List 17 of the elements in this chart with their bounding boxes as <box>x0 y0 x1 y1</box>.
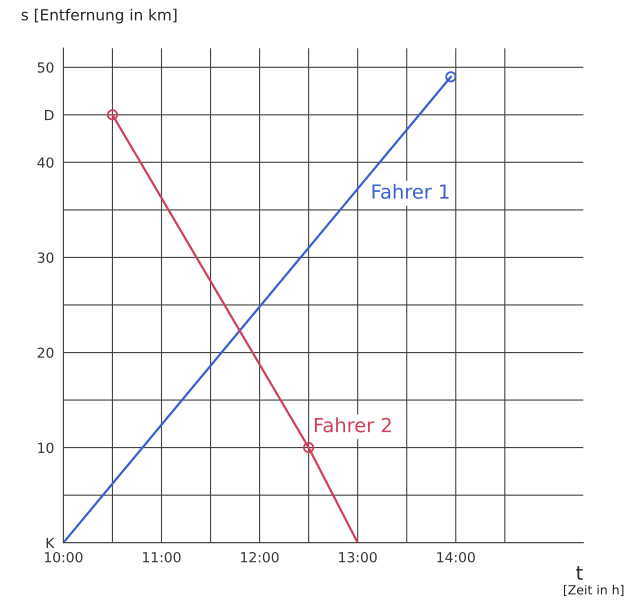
y-tick-label: 10 <box>38 442 54 454</box>
x-tick-label: 13:00 <box>339 552 377 562</box>
series-label: Fahrer 1 <box>372 184 449 199</box>
text: [Zeit in h] <box>564 584 624 596</box>
y-tick-label: 30 <box>38 252 54 263</box>
x-tick-label: 11:00 <box>143 552 181 562</box>
y-axis-title: s [Entfernung in km] <box>22 8 176 24</box>
x-tick-label: 14:00 <box>437 552 475 562</box>
y-tick-label: 20 <box>38 347 54 358</box>
x-tick-label: 10:00 <box>44 552 82 562</box>
y-tick-label: 50 <box>38 62 54 73</box>
x-tick-label: 12:00 <box>241 552 279 562</box>
y-tick-label: D <box>45 110 54 120</box>
series-label: Fahrer 2 <box>314 417 391 432</box>
x-axis-title: t <box>576 566 583 580</box>
y-tick-label: 40 <box>37 157 54 168</box>
y-tick-label: K <box>46 538 55 548</box>
